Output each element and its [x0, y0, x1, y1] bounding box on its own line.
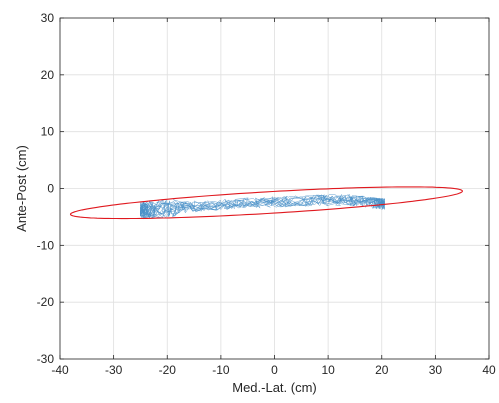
- axis-ticks: [59, 17, 490, 360]
- confidence-ellipse: [69, 186, 463, 220]
- y-tick-label: 30: [41, 11, 55, 25]
- data-layer: [69, 186, 463, 220]
- grid-lines: [59, 17, 490, 360]
- x-tick-label: 10: [321, 363, 335, 377]
- x-tick-label: -20: [159, 363, 177, 377]
- x-tick-label: 20: [375, 363, 389, 377]
- x-tick-label: 40: [482, 363, 496, 377]
- y-tick-label: 0: [47, 182, 54, 196]
- cop-trajectory: [139, 194, 386, 220]
- x-tick-label: 30: [429, 363, 443, 377]
- x-tick-label: -40: [51, 363, 69, 377]
- y-tick-label: -30: [37, 352, 55, 366]
- x-axis-tick-labels: -40 -30 -20 -10 0 10 20 30 40: [51, 363, 496, 377]
- y-axis-tick-labels: -30 -20 -10 0 10 20 30: [37, 11, 55, 366]
- y-tick-label: 20: [41, 68, 55, 82]
- y-tick-label: -10: [37, 238, 55, 252]
- y-axis-label: Ante-Post (cm): [14, 145, 29, 232]
- y-tick-label: -20: [37, 295, 55, 309]
- x-tick-label: -30: [105, 363, 123, 377]
- x-tick-label: 0: [271, 363, 278, 377]
- x-tick-label: -10: [212, 363, 230, 377]
- y-tick-label: 10: [41, 125, 55, 139]
- x-axis-label: Med.-Lat. (cm): [232, 380, 317, 395]
